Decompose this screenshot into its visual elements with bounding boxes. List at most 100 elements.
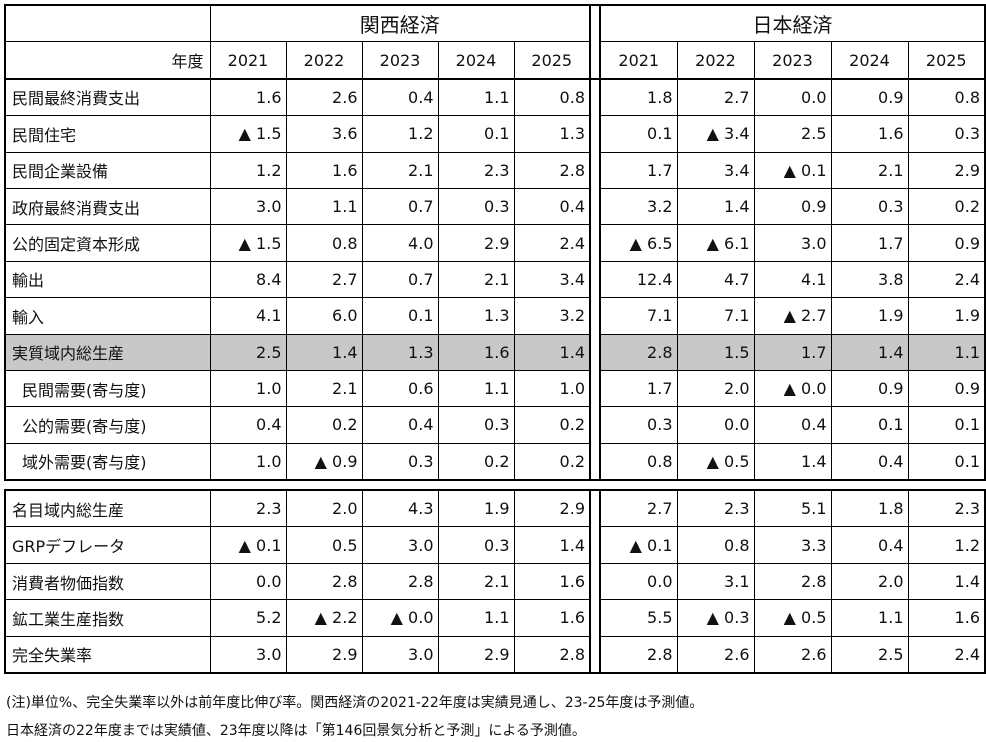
row-label: 民間需要(寄与度) bbox=[4, 369, 211, 408]
kansai-value-cell: 1.2 bbox=[209, 151, 287, 189]
japan-value-cell: 0.9 bbox=[907, 369, 986, 408]
kansai-value-cell: 3.0 bbox=[361, 526, 439, 564]
kansai-value-cell: 2.5 bbox=[209, 333, 287, 371]
table-row: 政府最終消費支出 3.0 1.1 0.7 0.3 0.4 3.2 1.4 0.9 0.3 0.2 bbox=[4, 187, 986, 226]
kansai-year-2021: 2021 bbox=[209, 41, 287, 80]
japan-value-cell: 0.9 bbox=[907, 224, 986, 262]
row-label: 民間最終消費支出 bbox=[4, 78, 211, 117]
corner-cell bbox=[4, 4, 211, 43]
japan-value-cell: ▲ 0.5 bbox=[753, 599, 832, 637]
row-label: 実質域内総生産 bbox=[4, 333, 211, 371]
kansai-value-cell: 5.2 bbox=[209, 599, 287, 637]
row-label: 輸出 bbox=[4, 260, 211, 299]
kansai-value-cell: ▲ 0.9 bbox=[285, 442, 363, 482]
kansai-value-cell: ▲ 2.2 bbox=[285, 599, 363, 637]
japan-year-2024: 2024 bbox=[830, 41, 909, 80]
japan-value-cell: 0.9 bbox=[830, 78, 909, 117]
japan-value-cell: ▲ 0.0 bbox=[753, 369, 832, 408]
japan-value-cell: 2.3 bbox=[907, 489, 986, 528]
kansai-value-cell: 0.2 bbox=[437, 442, 515, 482]
japan-value-cell: 1.4 bbox=[676, 187, 755, 226]
kansai-value-cell: 0.7 bbox=[361, 187, 439, 226]
japan-value-cell: 3.0 bbox=[753, 224, 832, 262]
kansai-year-2023: 2023 bbox=[361, 41, 439, 80]
japan-value-cell: 0.1 bbox=[830, 406, 909, 444]
kansai-value-cell: 0.4 bbox=[513, 187, 591, 226]
kansai-value-cell: 2.9 bbox=[437, 635, 515, 675]
japan-value-cell: 2.8 bbox=[599, 635, 678, 675]
japan-value-cell: 1.7 bbox=[599, 151, 678, 189]
kansai-value-cell: 0.8 bbox=[513, 78, 591, 117]
table-row: 実質域内総生産 2.5 1.4 1.3 1.6 1.4 2.8 1.5 1.7 1.4 1.1 bbox=[4, 333, 986, 371]
row-label: GRPデフレータ bbox=[4, 526, 211, 564]
japan-value-cell: 2.6 bbox=[676, 635, 755, 675]
kansai-value-cell: 2.6 bbox=[285, 78, 363, 117]
japan-value-cell: 2.9 bbox=[907, 151, 986, 189]
kansai-value-cell: 0.3 bbox=[437, 406, 515, 444]
japan-value-cell: ▲ 6.1 bbox=[676, 224, 755, 262]
japan-value-cell: 3.8 bbox=[830, 260, 909, 299]
table-row: 公的固定資本形成 ▲ 1.5 0.8 4.0 2.9 2.4 ▲ 6.5 ▲ 6.1 3.0 1.… bbox=[4, 224, 986, 262]
japan-value-cell: 0.0 bbox=[753, 78, 832, 117]
kansai-value-cell: 1.4 bbox=[513, 333, 591, 371]
kansai-value-cell: 1.1 bbox=[437, 369, 515, 408]
kansai-value-cell: 3.6 bbox=[285, 115, 363, 153]
table-row: 民間企業設備 1.2 1.6 2.1 2.3 2.8 1.7 3.4 ▲ 0.1 2.1 2.9 bbox=[4, 151, 986, 189]
japan-value-cell: 1.7 bbox=[753, 333, 832, 371]
japan-value-cell: ▲ 3.4 bbox=[676, 115, 755, 153]
table-row: 名目域内総生産 2.3 2.0 4.3 1.9 2.9 2.7 2.3 5.1 1.8 2.3 bbox=[4, 489, 986, 528]
row-label: 消費者物価指数 bbox=[4, 562, 211, 601]
japan-value-cell: 1.4 bbox=[830, 333, 909, 371]
table-row: 輸出 8.4 2.7 0.7 2.1 3.4 12.4 4.7 4.1 3.8 2.4 bbox=[4, 260, 986, 299]
kansai-value-cell: 2.0 bbox=[285, 489, 363, 528]
kansai-year-2024: 2024 bbox=[437, 41, 515, 80]
japan-value-cell: 3.2 bbox=[599, 187, 678, 226]
japan-year-2023: 2023 bbox=[753, 41, 832, 80]
kansai-value-cell: 0.3 bbox=[361, 442, 439, 482]
table-row: 輸入 4.1 6.0 0.1 1.3 3.2 7.1 7.1 ▲ 2.7 1.9 1.9 bbox=[4, 297, 986, 335]
kansai-value-cell: 0.2 bbox=[513, 406, 591, 444]
kansai-value-cell: 0.6 bbox=[361, 369, 439, 408]
kansai-value-cell: 1.0 bbox=[209, 442, 287, 482]
kansai-value-cell: 2.8 bbox=[361, 562, 439, 601]
kansai-value-cell: 1.6 bbox=[209, 78, 287, 117]
japan-value-cell: ▲ 0.1 bbox=[753, 151, 832, 189]
kansai-value-cell: 1.9 bbox=[437, 489, 515, 528]
japan-value-cell: 0.3 bbox=[599, 406, 678, 444]
kansai-value-cell: 1.3 bbox=[437, 297, 515, 335]
kansai-value-cell: 1.4 bbox=[513, 526, 591, 564]
japan-value-cell: 2.8 bbox=[599, 333, 678, 371]
kansai-value-cell: 0.3 bbox=[437, 526, 515, 564]
kansai-year-2022: 2022 bbox=[285, 41, 363, 80]
kansai-value-cell: ▲ 1.5 bbox=[209, 224, 287, 262]
kansai-value-cell: 0.4 bbox=[209, 406, 287, 444]
kansai-value-cell: 1.2 bbox=[361, 115, 439, 153]
japan-value-cell: 4.7 bbox=[676, 260, 755, 299]
table-row: 域外需要(寄与度) 1.0 ▲ 0.9 0.3 0.2 0.2 0.8 ▲ 0.5 1.4 0.4… bbox=[4, 442, 986, 482]
kansai-value-cell: 3.4 bbox=[513, 260, 591, 299]
kansai-value-cell: 0.4 bbox=[361, 406, 439, 444]
kansai-value-cell: 1.3 bbox=[513, 115, 591, 153]
japan-value-cell: 0.4 bbox=[830, 442, 909, 482]
japan-value-cell: 4.1 bbox=[753, 260, 832, 299]
japan-value-cell: 1.7 bbox=[830, 224, 909, 262]
kansai-value-cell: 0.7 bbox=[361, 260, 439, 299]
row-label: 公的需要(寄与度) bbox=[4, 406, 211, 444]
kansai-value-cell: 1.6 bbox=[513, 562, 591, 601]
table-row: 民間住宅 ▲ 1.5 3.6 1.2 0.1 1.3 0.1 ▲ 3.4 2.5 1.6 0.3 bbox=[4, 115, 986, 153]
japan-value-cell: 0.8 bbox=[599, 442, 678, 482]
kansai-value-cell: 2.8 bbox=[513, 151, 591, 189]
japan-year-2022: 2022 bbox=[676, 41, 755, 80]
kansai-value-cell: 2.1 bbox=[285, 369, 363, 408]
kansai-value-cell: ▲ 0.1 bbox=[209, 526, 287, 564]
japan-value-cell: 0.4 bbox=[830, 526, 909, 564]
kansai-value-cell: 3.2 bbox=[513, 297, 591, 335]
japan-value-cell: 1.5 bbox=[676, 333, 755, 371]
kansai-year-2025: 2025 bbox=[513, 41, 591, 80]
row-label: 鉱工業生産指数 bbox=[4, 599, 211, 637]
japan-value-cell: 2.8 bbox=[753, 562, 832, 601]
kansai-value-cell: 0.2 bbox=[285, 406, 363, 444]
kansai-value-cell: 2.9 bbox=[437, 224, 515, 262]
kansai-value-cell: 0.8 bbox=[285, 224, 363, 262]
japan-value-cell: 2.7 bbox=[676, 78, 755, 117]
